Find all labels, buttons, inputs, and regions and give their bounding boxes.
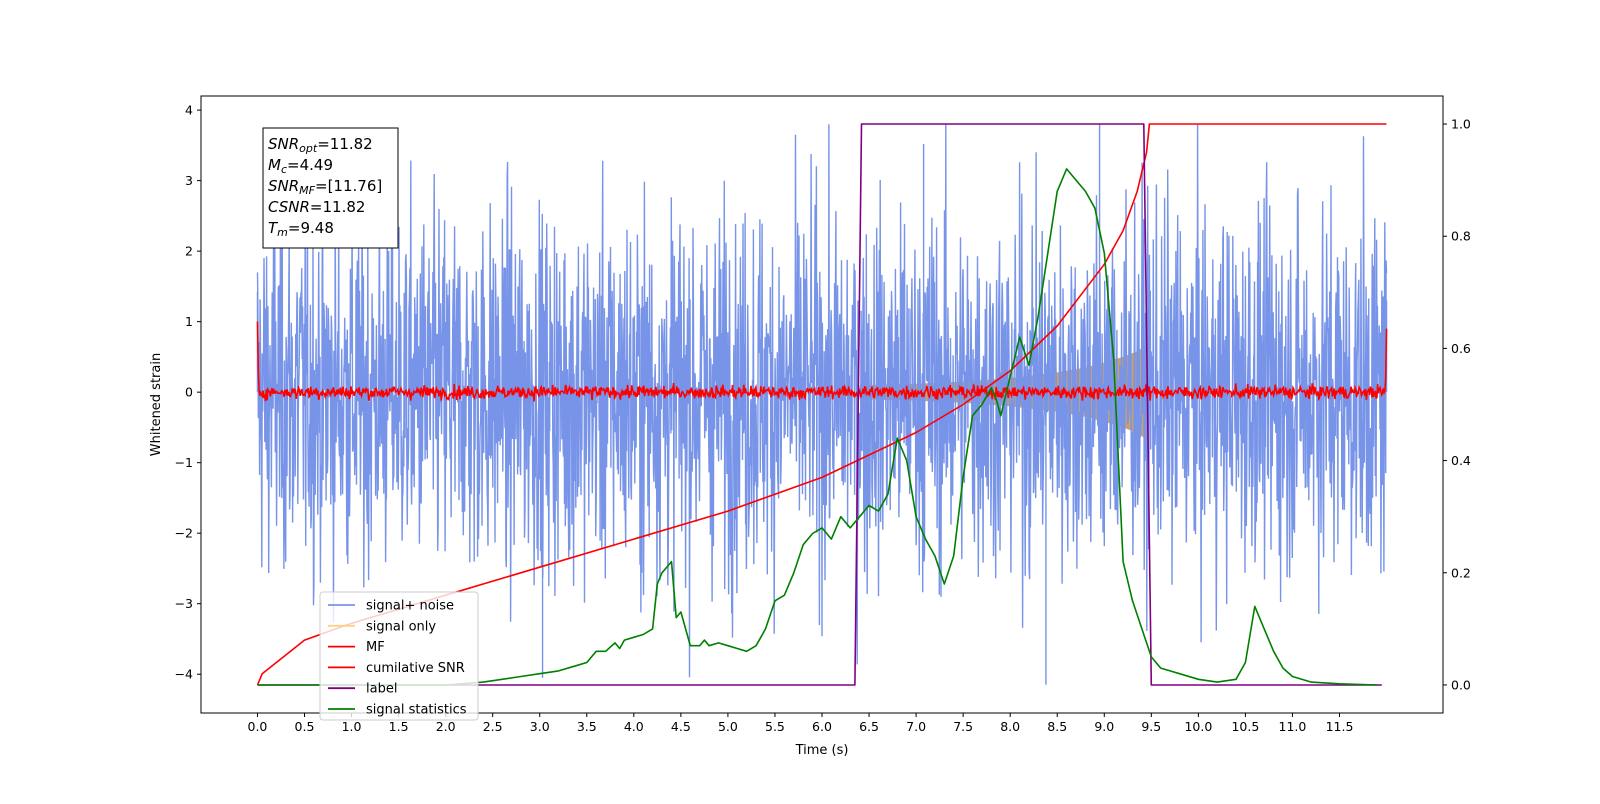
y2-tick-label: 0.0 — [1451, 677, 1471, 692]
tm-value: =9.48 — [288, 219, 334, 237]
tm-label: T — [268, 219, 279, 237]
x-tick-label: 4.5 — [671, 719, 691, 734]
x-tick-label: 0.5 — [295, 719, 315, 734]
mc-sub: c — [281, 163, 287, 176]
mc-text: Mc=4.49 — [268, 156, 333, 176]
y-tick-label: −2 — [175, 526, 193, 541]
snr-opt-sub: opt — [299, 142, 318, 155]
x-axis-ticks: 0.0 0.5 1.0 1.5 2.0 2.5 3.0 3.5 4.0 4.5 5.0 5.5 6.0 6… — [248, 713, 1354, 734]
x-tick-label: 7.5 — [953, 719, 973, 734]
info-box-frame — [262, 127, 399, 249]
snr-opt-label: SNR — [268, 135, 299, 153]
x-tick-label: 4.0 — [624, 719, 644, 734]
x-tick-label: 11.0 — [1279, 719, 1307, 734]
y-tick-label: 2 — [185, 244, 193, 259]
x-tick-label: 0.0 — [248, 719, 268, 734]
signal-noise-layer — [256, 124, 1388, 685]
x-tick-label: 2.0 — [436, 719, 456, 734]
info-box: SNRopt=11.82 Mc=4.49 SNRMF=[11.76] CSNR=… — [262, 127, 399, 249]
signal-statistics-line — [257, 168, 1378, 686]
legend-items: signal+ noise signal only MF cumilative SNR… — [328, 599, 467, 718]
legend-label: MF — [366, 640, 385, 655]
y-tick-label: 0 — [185, 385, 193, 400]
y-tick-label: −4 — [175, 667, 193, 682]
y-tick-label: 4 — [185, 103, 193, 118]
x-tick-label: 10.5 — [1231, 719, 1259, 734]
snr-opt-text: SNRopt=11.82 — [268, 135, 373, 155]
x-tick-label: 6.0 — [812, 719, 832, 734]
mc-label: M — [268, 156, 281, 174]
legend-label: signal statistics — [366, 703, 467, 718]
y2-tick-label: 0.6 — [1451, 341, 1471, 356]
legend-label: label — [366, 682, 397, 697]
mc-value: =4.49 — [287, 156, 333, 174]
x-tick-label: 8.5 — [1047, 719, 1067, 734]
legend-frame — [319, 591, 479, 721]
x-tick-label: 1.5 — [389, 719, 409, 734]
y2-axis-ticks: 1.0 0.8 0.6 0.4 0.2 0.0 — [1443, 117, 1471, 692]
legend-label: cumilative SNR — [366, 661, 465, 676]
tm-sub: m — [277, 226, 288, 239]
x-tick-label: 10.0 — [1184, 719, 1212, 734]
y2-tick-label: 0.4 — [1451, 453, 1471, 468]
x-tick-label: 11.5 — [1326, 719, 1354, 734]
x-tick-label: 9.5 — [1141, 719, 1161, 734]
snr-mf-value: =[11.76] — [315, 177, 382, 195]
csnr-text: CSNR=11.82 — [268, 198, 365, 216]
x-tick-label: 9.0 — [1094, 719, 1114, 734]
y-tick-label: −1 — [175, 455, 193, 470]
x-tick-label: 6.5 — [859, 719, 879, 734]
y-tick-label: 3 — [185, 173, 193, 188]
y2-tick-label: 0.8 — [1451, 229, 1471, 244]
tm-text: Tm=9.48 — [268, 219, 334, 239]
mf-layer — [256, 321, 1388, 402]
y2-tick-label: 1.0 — [1451, 117, 1471, 132]
csnr-label: CSNR — [268, 198, 310, 216]
x-tick-label: 7.0 — [906, 719, 926, 734]
x-tick-label: 5.5 — [765, 719, 785, 734]
legend: signal+ noise signal only MF cumilative SNR… — [319, 591, 479, 721]
csnr-value: =11.82 — [310, 198, 366, 216]
snr-mf-sub: MF — [299, 184, 315, 197]
y-axis-ticks: 4 3 2 1 0 −1 −2 −3 −4 — [175, 103, 201, 682]
x-tick-label: 3.5 — [577, 719, 597, 734]
y-tick-label: 1 — [185, 314, 193, 329]
y-axis-label: Whitened strain — [149, 353, 164, 456]
x-axis-label: Time (s) — [795, 743, 849, 758]
y-tick-label: −3 — [175, 596, 193, 611]
x-tick-label: 5.0 — [718, 719, 738, 734]
x-tick-label: 8.0 — [1000, 719, 1020, 734]
x-tick-label: 1.0 — [342, 719, 362, 734]
x-tick-label: 3.0 — [530, 719, 550, 734]
legend-label: signal+ noise — [366, 599, 454, 614]
snr-opt-value: =11.82 — [317, 135, 373, 153]
mf-line — [256, 321, 1388, 402]
signal-noise-line — [256, 124, 1388, 678]
snr-mf-text: SNRMF=[11.76] — [268, 177, 382, 197]
snr-mf-label: SNR — [268, 177, 299, 195]
legend-label: signal only — [366, 619, 436, 634]
x-tick-label: 2.5 — [483, 719, 503, 734]
label-line — [257, 123, 1382, 686]
y2-tick-label: 0.2 — [1451, 565, 1471, 580]
